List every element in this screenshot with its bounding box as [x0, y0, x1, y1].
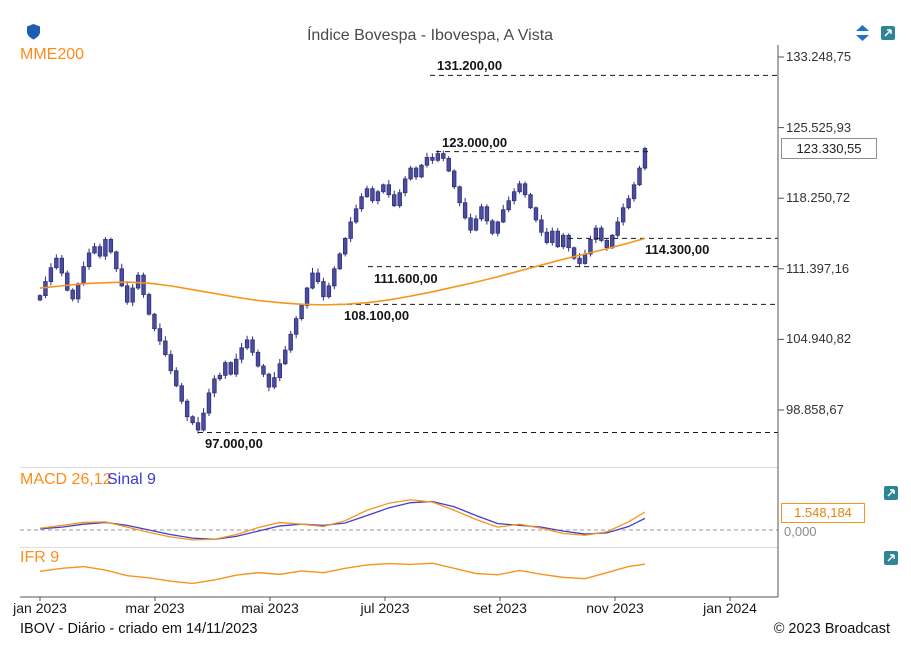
x-axis-label: mai 2023 — [241, 600, 299, 616]
price-level-label: 111.600,00 — [374, 270, 438, 286]
expand-ifr-panel-icon[interactable] — [884, 551, 898, 570]
macd-value-box: 1.548,184 — [781, 503, 865, 523]
y-axis-label: 118.250,72 — [786, 190, 851, 206]
copyright-text: © 2023 Broadcast — [773, 621, 890, 637]
chart-info-text: IBOV - Diário - criado em 14/11/2023 — [20, 621, 258, 637]
price-level-label: 97.000,00 — [205, 436, 263, 452]
price-level-label: 108.100,00 — [344, 308, 410, 324]
expand-macd-panel-icon[interactable] — [884, 486, 898, 505]
price-level-label: 123.000,00 — [442, 134, 508, 150]
price-level-label: 131.200,00 — [437, 58, 503, 74]
ifr-label: IFR 9 — [20, 549, 60, 566]
broadcast-logo-icon — [27, 24, 40, 45]
x-axis-label: nov 2023 — [586, 600, 644, 616]
y-axis-label: 125.525,93 — [786, 119, 852, 135]
y-axis-label: 104.940,82 — [786, 331, 852, 347]
x-axis-label: mar 2023 — [125, 600, 185, 616]
x-axis-label: jul 2023 — [360, 600, 410, 616]
last-price-box: 123.330,55 — [781, 138, 877, 160]
y-scale-arrows-icon[interactable] — [856, 25, 869, 46]
x-axis-label: set 2023 — [473, 600, 527, 616]
sinal-label: Sinal 9 — [107, 471, 156, 488]
y-axis-label: 98.858,67 — [786, 402, 844, 417]
expand-main-panel-icon[interactable] — [881, 26, 895, 45]
x-axis-label: jan 2024 — [703, 600, 757, 616]
macd-zero-label: 0,000 — [784, 524, 817, 539]
price-level-label: 114.300,00 — [645, 242, 710, 258]
y-axis-label: 133.248,75 — [786, 49, 852, 64]
mme200-label: MME200 — [20, 46, 85, 63]
macd-label: MACD 26,12 — [20, 471, 112, 488]
y-axis-label: 111.397,16 — [786, 260, 850, 276]
x-axis-label: jan 2023 — [13, 600, 67, 616]
chart-title: Índice Bovespa - Ibovespa, A Vista — [306, 27, 554, 44]
